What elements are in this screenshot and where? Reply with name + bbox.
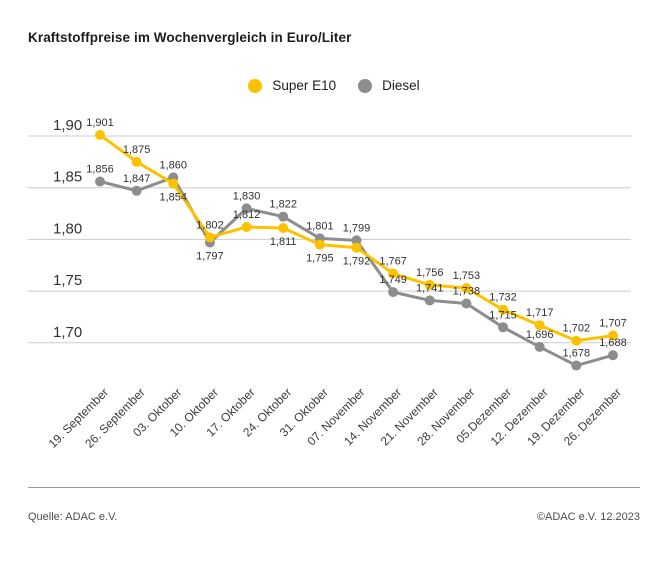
- data-point-super-e10: [571, 335, 582, 346]
- data-point-label: 1,860: [160, 159, 188, 171]
- data-point-label: 1,702: [563, 323, 591, 335]
- legend-label-super-e10: Super E10: [272, 78, 337, 93]
- y-axis-tick-label: 1,90: [53, 117, 82, 134]
- legend-item-diesel: Diesel: [358, 78, 420, 93]
- data-point-super-e10: [424, 279, 435, 290]
- legend: Super E10 Diesel: [0, 78, 668, 93]
- data-point-label: 1,799: [343, 222, 371, 234]
- data-point-super-e10: [241, 221, 252, 232]
- data-point-super-e10: [204, 232, 215, 243]
- data-point-label: 1,753: [453, 270, 481, 282]
- data-point-super-e10: [534, 320, 545, 331]
- y-axis-tick-label: 1,80: [53, 220, 82, 237]
- data-point-label: 1,792: [343, 256, 371, 268]
- data-point-diesel: [278, 211, 289, 222]
- data-point-diesel: [131, 185, 142, 196]
- footer: Quelle: ADAC e.V. ©ADAC e.V. 12.2023: [28, 487, 640, 523]
- data-point-label: 1,811: [270, 236, 297, 248]
- data-point-label: 1,756: [416, 267, 444, 279]
- data-point-super-e10: [131, 156, 142, 167]
- data-point-label: 1,812: [233, 209, 261, 221]
- data-point-super-e10: [168, 178, 179, 189]
- data-point-label: 1,847: [123, 173, 151, 185]
- data-point-label: 1,875: [123, 144, 151, 156]
- data-point-super-e10: [607, 330, 618, 341]
- data-point-label: 1,738: [453, 286, 481, 298]
- data-point-diesel: [95, 176, 105, 187]
- diesel-marker-icon: [358, 78, 373, 93]
- legend-label-diesel: Diesel: [382, 78, 420, 93]
- data-point-label: 1,797: [196, 251, 224, 263]
- data-point-super-e10: [314, 239, 325, 250]
- data-point-label: 1,717: [526, 307, 554, 319]
- data-point-label: 1,801: [306, 220, 334, 232]
- data-point-diesel: [351, 235, 362, 246]
- data-point-label: 1,715: [489, 309, 517, 321]
- data-point-label: 1,707: [599, 318, 627, 330]
- data-point-diesel: [424, 295, 435, 306]
- data-point-label: 1,802: [196, 219, 224, 231]
- data-point-label: 1,741: [416, 282, 444, 294]
- data-point-diesel: [498, 322, 509, 333]
- data-point-diesel: [534, 341, 545, 352]
- y-axis-tick-label: 1,70: [53, 324, 82, 341]
- data-point-label: 1,688: [599, 337, 627, 349]
- data-point-diesel: [241, 203, 252, 214]
- data-point-label: 1,854: [160, 192, 188, 204]
- chart-title: Kraftstoffpreise im Wochenvergleich in E…: [28, 30, 352, 45]
- data-point-label: 1,856: [86, 163, 114, 175]
- data-point-diesel: [388, 287, 399, 298]
- data-point-label: 1,795: [306, 253, 334, 265]
- data-point-label: 1,830: [233, 190, 261, 202]
- y-axis-tick-label: 1,85: [53, 169, 82, 186]
- data-point-super-e10: [95, 129, 105, 140]
- legend-item-super-e10: Super E10: [248, 78, 336, 93]
- data-point-label: 1,678: [563, 348, 591, 360]
- data-point-diesel: [571, 360, 582, 371]
- data-point-label: 1,749: [379, 274, 407, 286]
- data-point-super-e10: [388, 268, 399, 279]
- super-e10-marker-icon: [248, 78, 263, 93]
- data-point-diesel: [461, 298, 472, 309]
- source-note: Quelle: ADAC e.V.: [28, 511, 118, 523]
- data-point-label: 1,732: [489, 292, 517, 304]
- data-point-super-e10: [461, 282, 472, 293]
- data-point-label: 1,767: [379, 256, 407, 268]
- data-point-label: 1,822: [269, 199, 297, 211]
- data-point-super-e10: [498, 304, 509, 315]
- data-point-super-e10: [278, 223, 289, 234]
- data-point-super-e10: [351, 242, 362, 253]
- copyright-note: ©ADAC e.V. 12.2023: [536, 511, 640, 523]
- data-point-label: 1,696: [526, 329, 554, 341]
- data-point-diesel: [607, 350, 618, 361]
- data-point-label: 1,901: [86, 117, 114, 129]
- y-axis-tick-label: 1,75: [53, 272, 82, 289]
